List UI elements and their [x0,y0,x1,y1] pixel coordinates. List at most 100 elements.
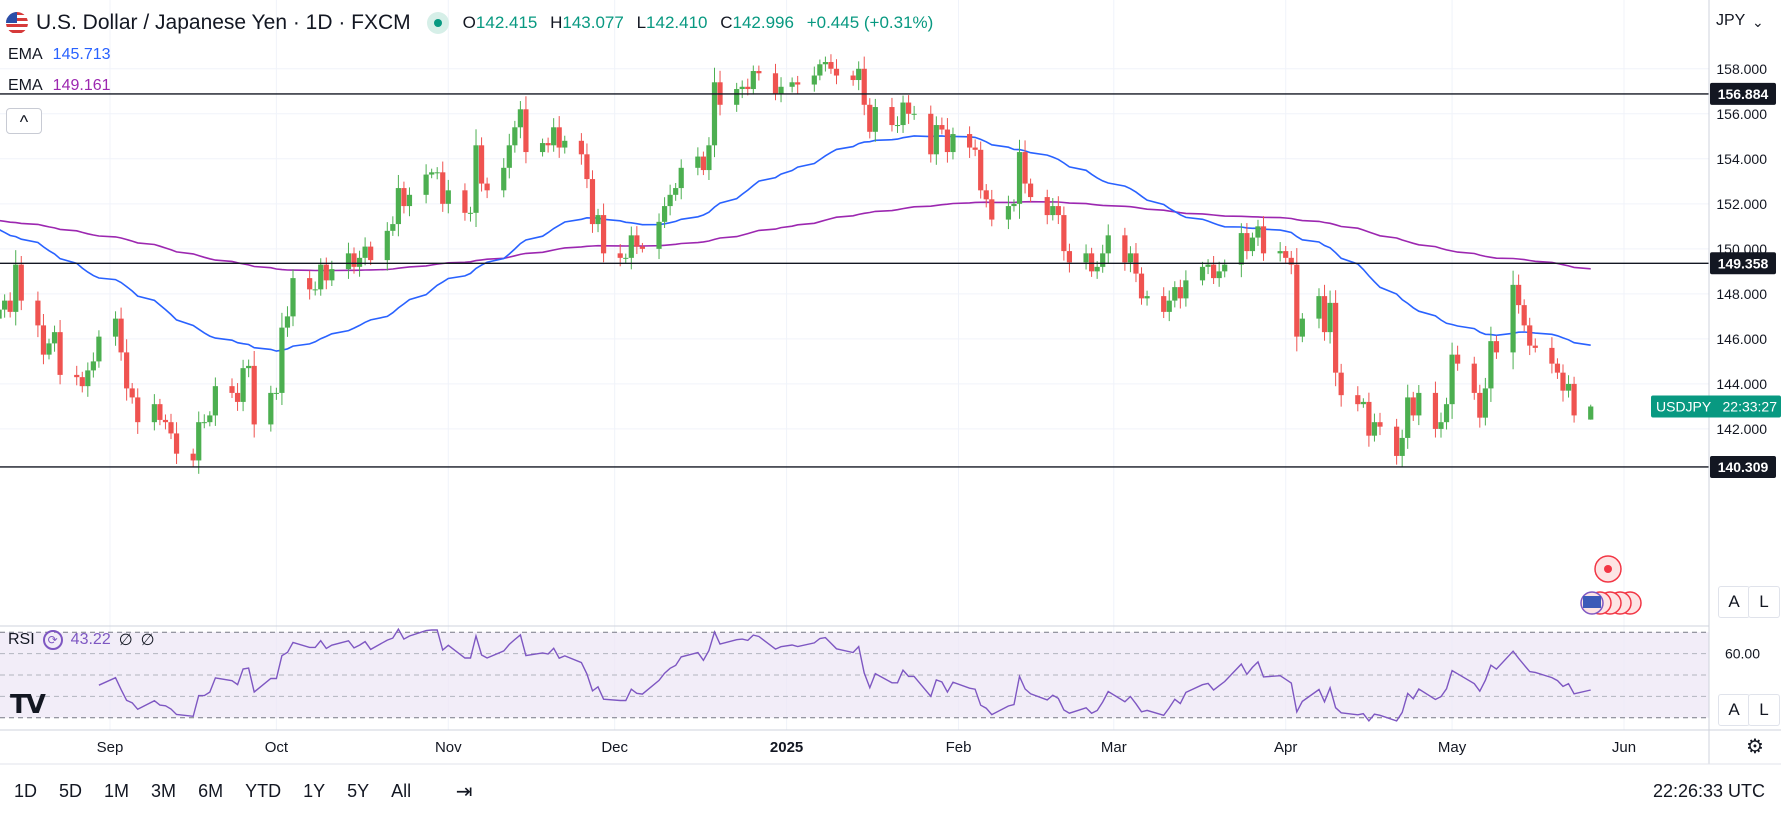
candle-body [811,75,817,85]
candle-body [90,361,96,371]
candle [1521,299,1527,332]
candle [1321,284,1328,341]
candle-body [1055,206,1061,216]
candle [234,383,241,411]
candle [434,167,440,180]
candle-body [273,392,279,394]
candle-body [600,215,607,254]
gear-icon[interactable]: ⚙ [1746,736,1764,758]
candle [584,143,590,189]
candle [1105,224,1111,264]
candle-body [617,253,623,258]
utc-clock[interactable]: 22:26:33 UTC [1652,781,1765,801]
candle-body [950,134,956,153]
candle-body [1377,422,1383,427]
candle [512,120,518,153]
auto-scale-button[interactable]: A [1718,586,1750,618]
rsi-legend[interactable]: RSI ⟳ 43.22 ∅ ∅ [8,630,155,650]
timeframe-3m[interactable]: 3M [151,781,177,801]
candle-body [79,377,85,387]
candle-body [1094,266,1100,272]
symbol-header[interactable]: U.S. Dollar / Japanese Yen · 1D · FXCM O… [6,8,933,38]
candle-body [551,127,557,146]
event-markers[interactable] [1580,555,1642,615]
candle [323,257,329,290]
candle-body [1294,264,1300,337]
currency-selector[interactable]: JPY [1716,12,1746,29]
log-scale-button[interactable]: L [1748,586,1780,618]
rsi-log-scale-button[interactable]: L [1748,694,1780,726]
candle-body [395,188,401,225]
go-to-date-icon[interactable]: ⇥ [455,780,473,803]
candle [933,116,939,165]
chevron-down-icon[interactable]: ⌄ [1752,14,1764,30]
candle [18,256,24,311]
level-price-label: 149.358 [1718,255,1769,271]
symbol-price-tag [1651,395,1781,418]
candle-body [833,68,840,76]
candle-body [539,143,546,153]
timeframe-all[interactable]: All [391,781,412,801]
candle-body [939,125,945,130]
ema-legend-2[interactable]: EMA 149.161 [8,77,111,95]
candle-body [201,422,207,424]
level-price-label: 140.309 [1718,459,1769,475]
candle [700,151,706,176]
candle-body [1211,264,1217,279]
candle-body [1321,296,1328,333]
ema-label: EMA [8,46,43,63]
rsi-auto-scale-button[interactable]: A [1718,694,1750,726]
timeframe-5d[interactable]: 5D [59,781,83,801]
candle-body [18,264,24,301]
candle-body [190,453,196,461]
candle [212,377,218,426]
indicator-settings-icon[interactable]: ⟳ [42,630,63,650]
price-tick-label: 150.000 [1716,241,1767,257]
candle-body [911,113,917,115]
timeframe-6m[interactable]: 6M [198,781,224,801]
candle-body [1138,273,1145,299]
candle-body [57,332,63,375]
candle [173,422,180,464]
candle [739,80,745,99]
timeframe-1y[interactable]: 1Y [303,781,326,801]
rsi-extra-2: ∅ [140,632,155,649]
candle-body [1105,235,1111,254]
tradingview-logo: TV [10,690,46,720]
candle-body [268,392,274,425]
timeframe-5y[interactable]: 5Y [347,781,370,801]
candle-body [1366,401,1372,436]
candle [478,137,485,192]
candle [51,325,58,352]
candle [1244,223,1250,260]
candle [40,313,47,365]
candle-body [1238,233,1244,265]
timeframe-1m[interactable]: 1M [104,781,130,801]
bottom-toolbar: 1D 5D 1M 3M 6M YTD 1Y 5Y All ⇥ 22:26:33 … [0,764,1781,819]
timeframe-1d[interactable]: 1D [14,781,38,801]
horizontal-levels[interactable]: 156.884 149.358 140.309 [0,82,1776,478]
candle-body [1488,341,1494,389]
candle-body [356,257,363,267]
candle-body [1327,302,1333,333]
candle [85,362,91,397]
timeframe-ytd[interactable]: YTD [245,781,282,801]
candle-body [1277,251,1283,254]
candle-body [756,71,762,74]
candle [395,174,401,237]
candle [711,67,718,158]
candle-body [157,404,163,420]
symbol-title[interactable]: U.S. Dollar / Japanese Yen · 1D · FXCM [36,11,411,34]
market-open-icon [426,12,449,34]
candle-body [789,82,795,87]
candle [1482,377,1488,426]
candle [734,82,740,112]
collapse-legend-button[interactable]: ^ [6,108,42,134]
candle [7,292,13,318]
candle-body [623,257,629,259]
candle-body [944,129,951,153]
close-key: C [720,13,733,32]
ema-legend-1[interactable]: EMA 145.713 [8,46,111,64]
candle-body [978,149,984,191]
